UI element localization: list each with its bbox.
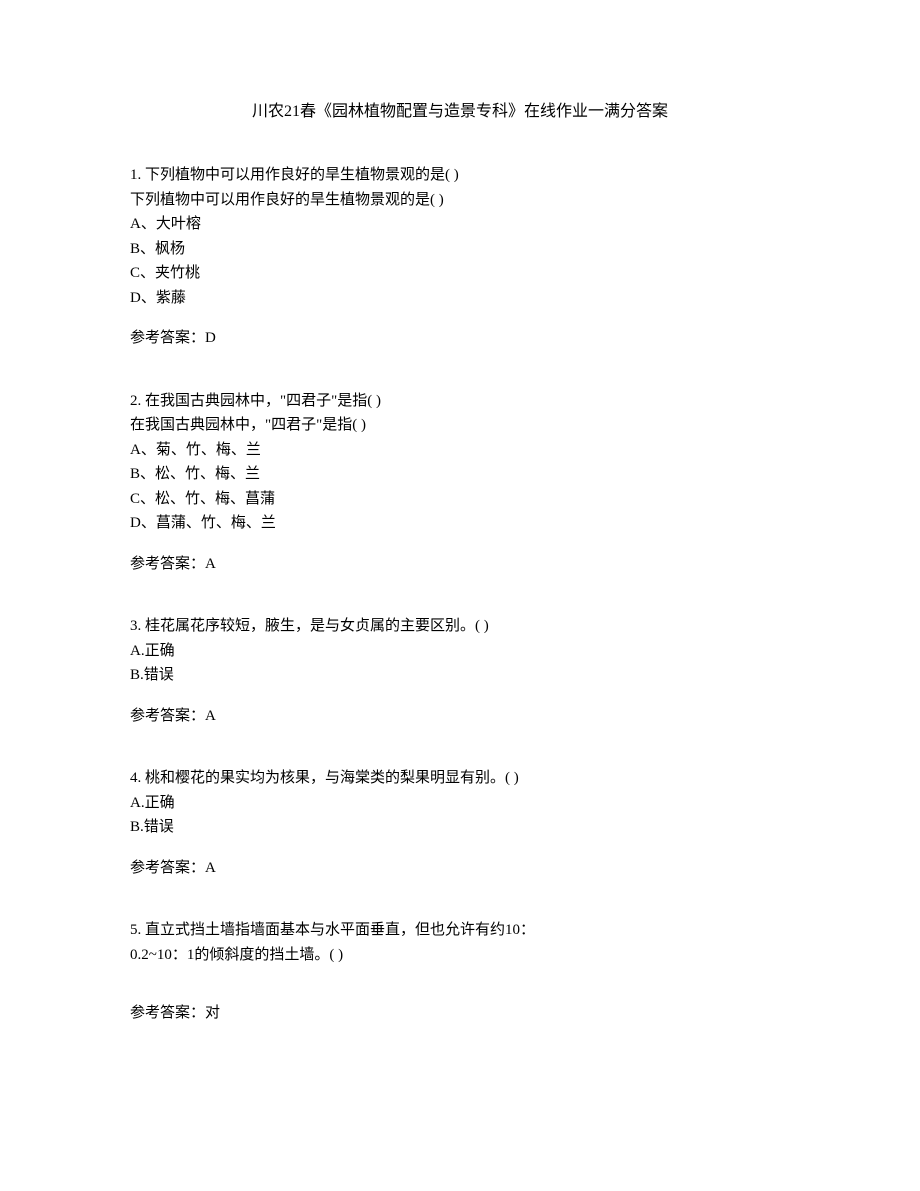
- question-stem-1: 桃和樱花的果实均为核果，与海棠类的梨果明显有别。( ): [145, 770, 519, 786]
- question-number: 5.: [130, 922, 141, 938]
- option-a: A.正确: [130, 640, 790, 663]
- question-text: 4. 桃和樱花的果实均为核果，与海棠类的梨果明显有别。( ): [130, 767, 790, 790]
- question-text-repeat: 在我国古典园林中，"四君子"是指( ): [130, 414, 790, 437]
- question-stem-1: 直立式挡土墙指墙面基本与水平面垂直，但也允许有约10：: [145, 922, 535, 938]
- answer: 参考答案：D: [130, 327, 790, 350]
- question-stem-1: 桂花属花序较短，腋生，是与女贞属的主要区别。( ): [145, 618, 489, 634]
- question-5: 5. 直立式挡土墙指墙面基本与水平面垂直，但也允许有约10： 0.2~10：1的…: [130, 919, 790, 1025]
- question-2: 2. 在我国古典园林中，"四君子"是指( ) 在我国古典园林中，"四君子"是指(…: [130, 390, 790, 576]
- option-a: A、大叶榕: [130, 213, 790, 236]
- option-b: B、枫杨: [130, 238, 790, 261]
- option-b: B.错误: [130, 816, 790, 839]
- question-stem-1: 在我国古典园林中，"四君子"是指( ): [145, 393, 381, 409]
- document-title: 川农21春《园林植物配置与造景专科》在线作业一满分答案: [130, 100, 790, 124]
- question-stem-1: 下列植物中可以用作良好的旱生植物景观的是( ): [145, 167, 459, 183]
- question-text: 5. 直立式挡土墙指墙面基本与水平面垂直，但也允许有约10：: [130, 919, 790, 942]
- option-a: A、菊、竹、梅、兰: [130, 439, 790, 462]
- question-4: 4. 桃和樱花的果实均为核果，与海棠类的梨果明显有别。( ) A.正确 B.错误…: [130, 767, 790, 879]
- question-text: 1. 下列植物中可以用作良好的旱生植物景观的是( ): [130, 164, 790, 187]
- question-text: 2. 在我国古典园林中，"四君子"是指( ): [130, 390, 790, 413]
- question-number: 4.: [130, 770, 141, 786]
- question-text-repeat: 下列植物中可以用作良好的旱生植物景观的是( ): [130, 189, 790, 212]
- option-d: D、菖蒲、竹、梅、兰: [130, 512, 790, 535]
- question-number: 2.: [130, 393, 141, 409]
- question-1: 1. 下列植物中可以用作良好的旱生植物景观的是( ) 下列植物中可以用作良好的旱…: [130, 164, 790, 350]
- question-text: 3. 桂花属花序较短，腋生，是与女贞属的主要区别。( ): [130, 615, 790, 638]
- answer: 参考答案：对: [130, 1002, 790, 1025]
- question-text-line2: 0.2~10：1的倾斜度的挡土墙。( ): [130, 944, 790, 967]
- option-a: A.正确: [130, 792, 790, 815]
- question-number: 3.: [130, 618, 141, 634]
- question-number: 1.: [130, 167, 141, 183]
- answer: 参考答案：A: [130, 857, 790, 880]
- option-d: D、紫藤: [130, 287, 790, 310]
- option-c: C、夹竹桃: [130, 262, 790, 285]
- question-3: 3. 桂花属花序较短，腋生，是与女贞属的主要区别。( ) A.正确 B.错误 参…: [130, 615, 790, 727]
- option-b: B.错误: [130, 664, 790, 687]
- option-c: C、松、竹、梅、菖蒲: [130, 488, 790, 511]
- answer: 参考答案：A: [130, 553, 790, 576]
- option-b: B、松、竹、梅、兰: [130, 463, 790, 486]
- answer: 参考答案：A: [130, 705, 790, 728]
